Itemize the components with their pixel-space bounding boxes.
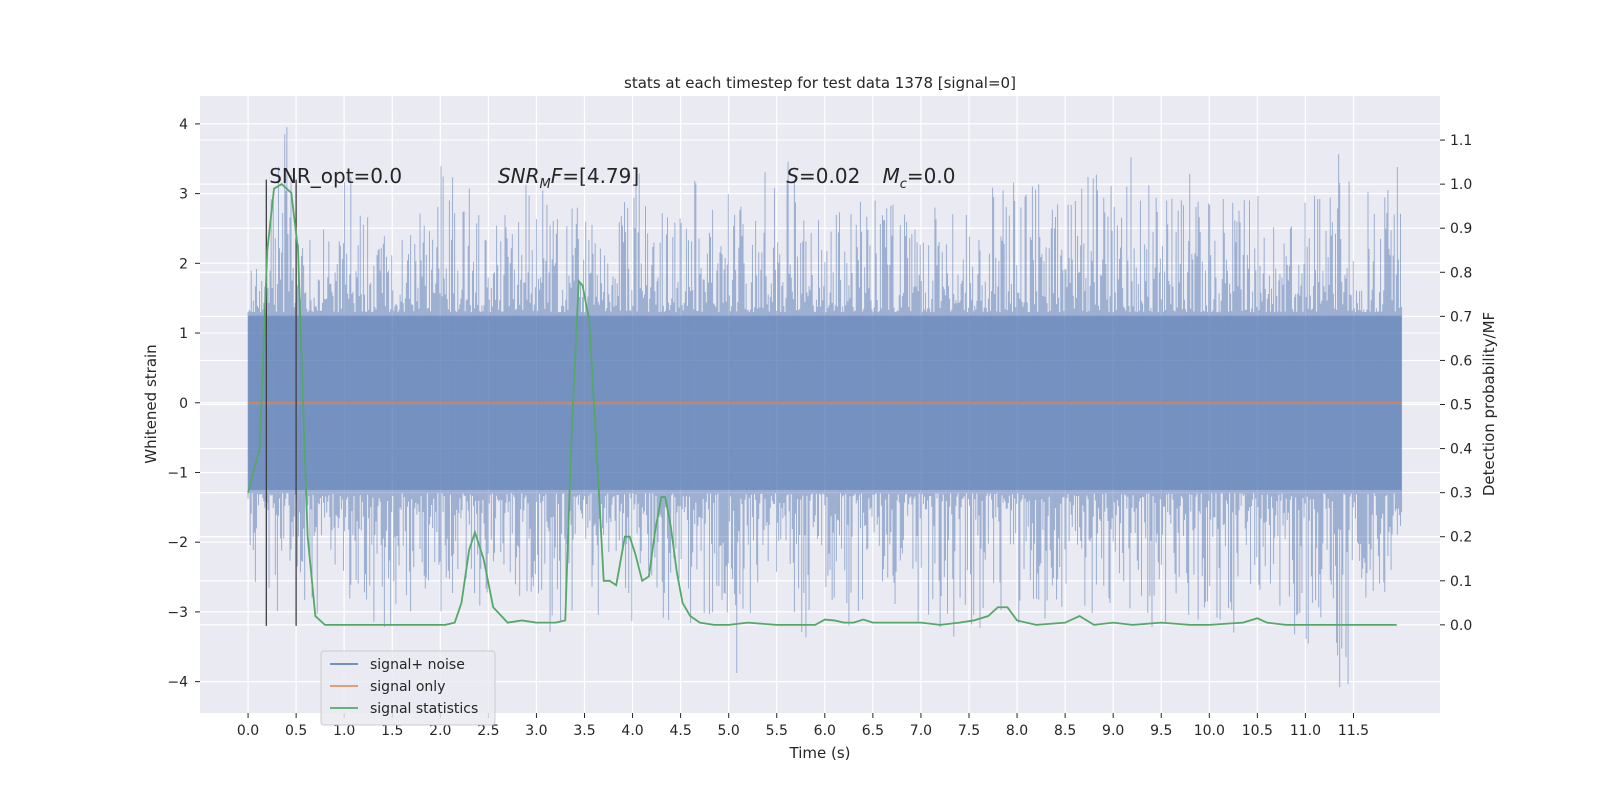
chart-title: stats at each timestep for test data 137… bbox=[624, 74, 1016, 92]
x-tick-label: 10.5 bbox=[1242, 723, 1273, 739]
y2-tick-label: 0.2 bbox=[1450, 530, 1472, 546]
x-tick-label: 0.5 bbox=[285, 723, 307, 739]
x-tick-label: 10.0 bbox=[1194, 723, 1225, 739]
x-tick-label: 4.0 bbox=[621, 723, 643, 739]
x-tick-label: 0.0 bbox=[237, 723, 259, 739]
legend: signal+ noise signal only signal statist… bbox=[320, 650, 496, 726]
y-tick-label: 3 bbox=[179, 187, 188, 203]
x-tick-label: 2.0 bbox=[429, 723, 451, 739]
x-tick-label: 2.5 bbox=[477, 723, 499, 739]
y2-tick-label: 0.8 bbox=[1450, 265, 1472, 281]
annotation: SNRMF=[4.79] bbox=[498, 164, 639, 192]
x-tick-label: 3.5 bbox=[573, 723, 595, 739]
annotation: S=0.02 bbox=[786, 164, 860, 188]
x-tick-label: 1.0 bbox=[333, 723, 355, 739]
y-tick-label: 4 bbox=[179, 117, 188, 133]
x-tick-label: 4.5 bbox=[669, 723, 691, 739]
legend-label-signal: signal only bbox=[370, 679, 445, 695]
x-tick-label: 11.0 bbox=[1290, 723, 1321, 739]
y2-tick-label: 0.7 bbox=[1450, 309, 1472, 325]
annotation: SNR_opt=0.0 bbox=[269, 164, 402, 188]
noise-trace bbox=[247, 127, 1403, 688]
x-axis-ticks: 0.0 0.5 1.0 1.5 2.0 2.5 3.0 3.5 4.0 4.5 5.0 5.5 6.0 6… bbox=[237, 713, 1369, 739]
x-tick-label: 7.0 bbox=[910, 723, 932, 739]
y2-tick-label: 0.6 bbox=[1450, 353, 1472, 369]
x-tick-label: 6.5 bbox=[862, 723, 884, 739]
y-axis-label: Whitened strain bbox=[142, 344, 160, 463]
legend-label-statistics: signal statistics bbox=[370, 701, 478, 717]
legend-label-noise: signal+ noise bbox=[370, 657, 465, 673]
statistics-line bbox=[247, 183, 1397, 626]
x-tick-label: 7.5 bbox=[958, 723, 980, 739]
x-axis-label: Time (s) bbox=[789, 744, 851, 762]
legend-box bbox=[320, 650, 496, 726]
y2-tick-label: 0.0 bbox=[1450, 618, 1472, 634]
y2-axis-label: Detection probability/MF bbox=[1480, 312, 1498, 496]
y-tick-label: −3 bbox=[167, 605, 188, 621]
y2-tick-label: 1.0 bbox=[1450, 177, 1472, 193]
x-tick-label: 3.0 bbox=[525, 723, 547, 739]
y-tick-label: 1 bbox=[179, 326, 188, 342]
y2-tick-label: 0.1 bbox=[1450, 574, 1472, 590]
x-tick-label: 8.5 bbox=[1054, 723, 1076, 739]
y-tick-label: −2 bbox=[167, 535, 188, 551]
y-tick-label: 2 bbox=[179, 256, 188, 272]
y-tick-label: −1 bbox=[167, 465, 188, 481]
x-tick-label: 11.5 bbox=[1338, 723, 1369, 739]
y2-axis-ticks: 0.0 0.1 0.2 0.3 0.4 0.5 0.6 0.7 0.8 0.9 1.0 1.1 bbox=[1440, 133, 1472, 634]
x-tick-label: 6.0 bbox=[814, 723, 836, 739]
x-tick-label: 5.0 bbox=[718, 723, 740, 739]
y-axis-ticks: −4 −3 −2 −1 0 1 2 3 4 bbox=[167, 117, 200, 691]
y2-tick-label: 0.3 bbox=[1450, 486, 1472, 502]
y-tick-label: −4 bbox=[167, 675, 188, 691]
y2-tick-label: 0.4 bbox=[1450, 442, 1472, 458]
y2-tick-label: 0.9 bbox=[1450, 221, 1472, 237]
y-tick-label: 0 bbox=[179, 396, 188, 412]
x-tick-label: 8.0 bbox=[1006, 723, 1028, 739]
x-tick-label: 1.5 bbox=[381, 723, 403, 739]
y2-tick-label: 0.5 bbox=[1450, 398, 1472, 414]
annotations: SNR_opt=0.0 SNRMF=[4.79] S=0.02 Mc=0.0 bbox=[269, 164, 955, 192]
x-tick-label: 5.5 bbox=[766, 723, 788, 739]
x-tick-label: 9.5 bbox=[1150, 723, 1172, 739]
y2-tick-label: 1.1 bbox=[1450, 133, 1472, 149]
x-tick-label: 9.0 bbox=[1102, 723, 1124, 739]
annotation: Mc=0.0 bbox=[882, 164, 955, 192]
